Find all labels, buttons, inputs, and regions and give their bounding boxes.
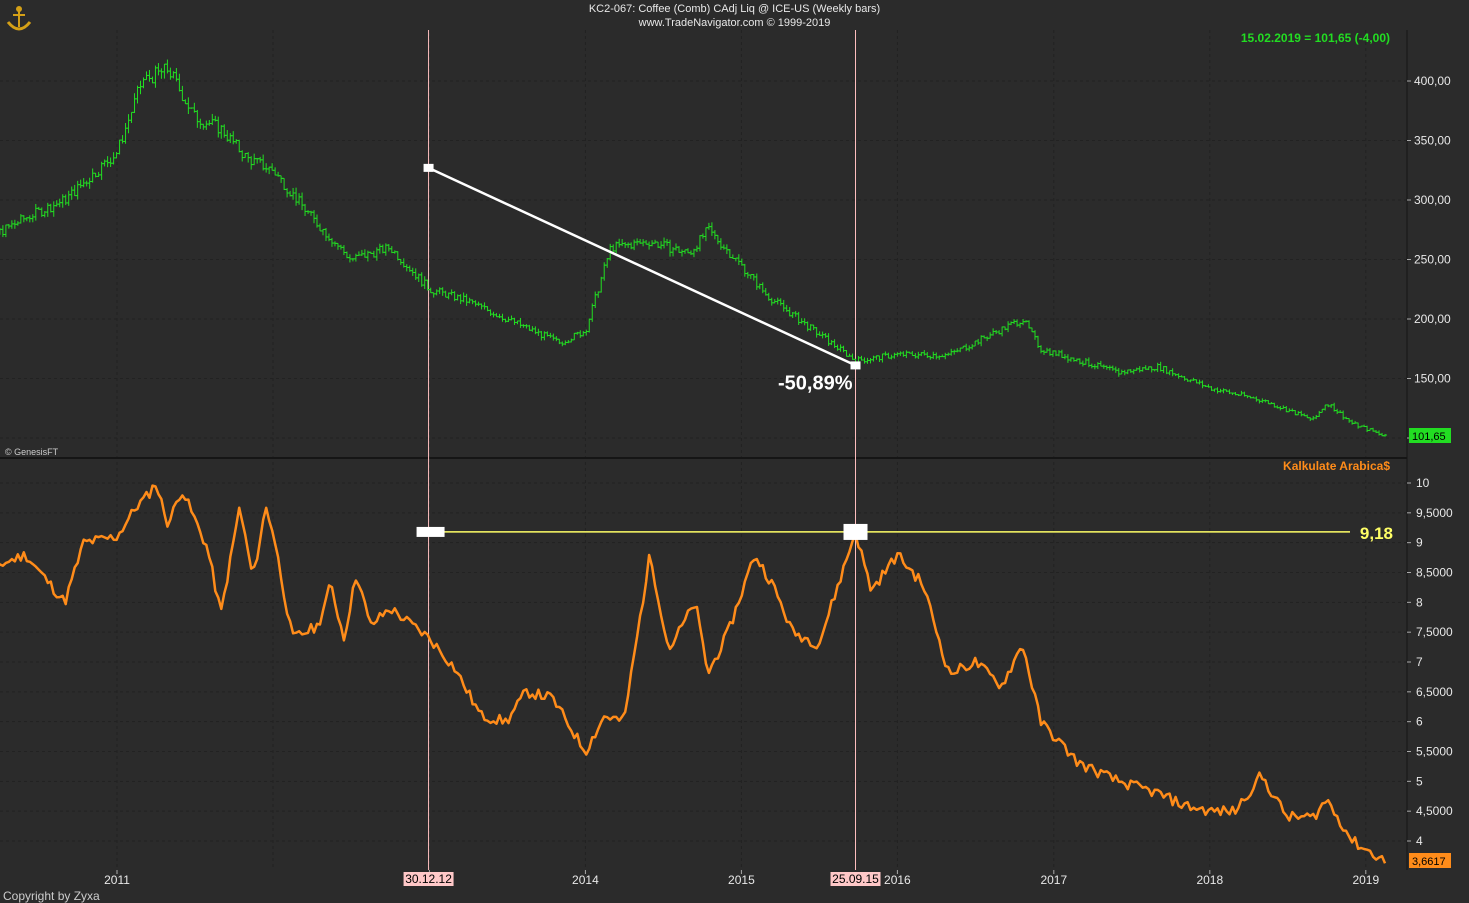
date-marker-label: 25.09.15 (832, 872, 879, 886)
indicator-y-axis: 10 9,5000 9 8,5000 8 7,5000 7 6,5000 6 5,5000 5 4,5… (1407, 476, 1453, 848)
date-marker-badge (830, 872, 881, 886)
x-tick-label: 2014 (572, 873, 599, 887)
x-tick-label: 2017 (1040, 873, 1067, 887)
copyright: Copyright by Zyxa (3, 889, 100, 903)
price-bars (0, 59, 1388, 437)
price-last-value-badge: 101,65 (1409, 428, 1451, 443)
y-tick-label: 8 (1416, 595, 1423, 609)
y-tick-label: 8,5000 (1416, 566, 1453, 580)
indicator-line (0, 484, 1387, 864)
price-last-value: 101,65 (1412, 431, 1446, 443)
annotations: -50,89% 9,18 (416, 163, 1393, 543)
indicator-last-value: 3,6617 (1412, 856, 1446, 868)
level-handle (843, 523, 868, 540)
level-handle (416, 526, 445, 537)
price-readout: 15.02.2019 = 101,65 (-4,00) (1241, 31, 1390, 45)
date-marker-label: 30.12.12 (405, 872, 452, 886)
y-tick-label: 400,00 (1414, 74, 1451, 88)
y-tick-label: 200,00 (1414, 312, 1451, 326)
y-tick-label: 250,00 (1414, 253, 1451, 267)
y-tick-label: 300,00 (1414, 193, 1451, 207)
y-tick-label: 10 (1416, 476, 1430, 490)
y-tick-label: 9,5000 (1416, 506, 1453, 520)
y-tick-label: 350,00 (1414, 134, 1451, 148)
y-tick-label: 5 (1416, 774, 1423, 788)
anchor-logo-icon[interactable] (4, 4, 34, 34)
indicator-last-value-badge: 3,6617 (1409, 853, 1451, 868)
y-tick-label: 6 (1416, 715, 1423, 729)
x-tick-label: 2011 (104, 873, 130, 887)
y-tick-label: 4,5000 (1416, 804, 1453, 818)
y-tick-label: 9 (1416, 536, 1423, 550)
indicator-title: Kalkulate Arabica$ (1283, 459, 1390, 473)
time-x-axis: 2011201320142015201620172018201930.12.12… (104, 870, 1379, 887)
x-tick-label: 2019 (1352, 873, 1379, 887)
trendline (428, 166, 857, 367)
x-tick-label: 2015 (728, 873, 755, 887)
chart-subtitle: www.TradeNavigator.com © 1999-2019 (638, 17, 831, 29)
chart-title: KC2-067: Coffee (Comb) CAdj Liq @ ICE-US… (588, 3, 881, 15)
trendline-handle (850, 361, 861, 370)
date-marker-badge (403, 872, 454, 886)
gridlines (0, 30, 1407, 870)
x-tick-label: 2016 (884, 873, 911, 887)
level-label: 9,18 (1360, 524, 1393, 543)
watermark: © GenesisFT (5, 447, 59, 457)
y-tick-label: 4 (1416, 834, 1423, 848)
y-tick-label: 5,5000 (1416, 745, 1453, 759)
date-marker-lines (428, 30, 857, 870)
trendline-handle (423, 163, 434, 172)
y-tick-label: 6,5000 (1416, 685, 1453, 699)
y-tick-label: 7,5000 (1416, 625, 1453, 639)
x-tick-label: 2018 (1196, 873, 1223, 887)
y-tick-label: 150,00 (1414, 372, 1451, 386)
trendline-label: -50,89% (778, 372, 853, 394)
y-tick-label: 7 (1416, 655, 1423, 669)
